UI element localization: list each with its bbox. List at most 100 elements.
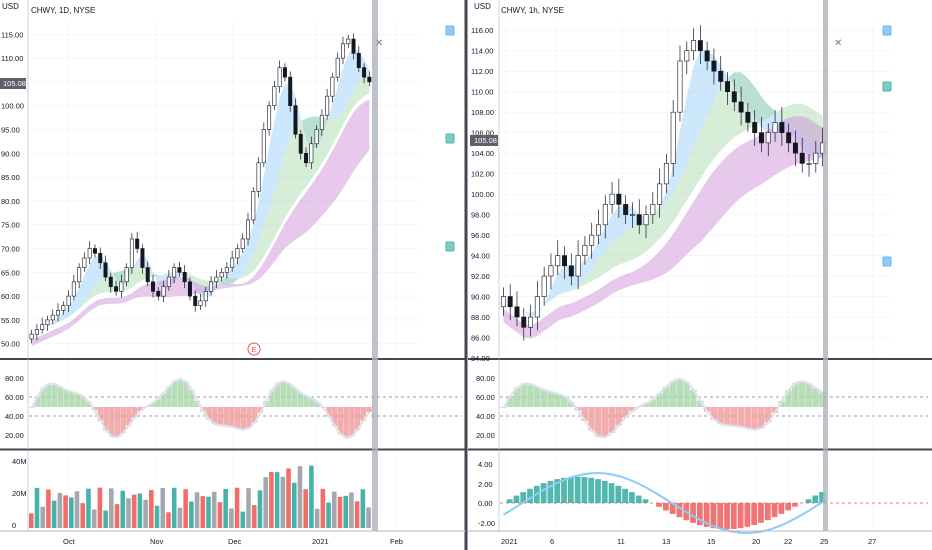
right-osc-bar xyxy=(520,383,527,407)
left-close-icon[interactable]: ✕ xyxy=(375,38,383,49)
right-macd-bar xyxy=(751,503,758,526)
left-osc-bar xyxy=(131,407,138,418)
right-candle-body xyxy=(813,152,819,164)
right-macd-bar xyxy=(506,499,513,503)
right-candle-body xyxy=(507,296,513,308)
right-macd-bar xyxy=(608,483,615,503)
right-osc-bar xyxy=(581,407,588,421)
earnings-marker-icon[interactable] xyxy=(247,342,261,356)
left-candle-body xyxy=(34,329,39,335)
right-candle-body xyxy=(616,193,622,205)
left-volume-bar xyxy=(154,505,160,528)
left-candle-body xyxy=(193,295,198,306)
left-candle-body xyxy=(319,114,324,130)
left-osc-bar xyxy=(217,407,224,426)
left-candle-body xyxy=(277,67,282,87)
right-candle-body xyxy=(670,111,676,164)
right-macd-bar xyxy=(656,503,662,507)
price-tick-label: 55.00 xyxy=(1,316,20,325)
right-candle-body xyxy=(609,193,615,205)
left-time-axis[interactable]: Oct Nov Dec 2021 Feb xyxy=(63,537,403,546)
right-candle-body xyxy=(684,50,690,62)
left-candle-body xyxy=(198,300,203,306)
left-osc-bar xyxy=(183,381,189,407)
right-candle-body xyxy=(514,306,520,318)
price-tick-label: 96.00 xyxy=(471,231,490,240)
left-candle-body xyxy=(293,105,298,135)
right-candle-body xyxy=(623,204,629,215)
right-widget-icon-3[interactable] xyxy=(882,256,892,267)
left-widget-icon-1[interactable] xyxy=(445,25,455,36)
left-candle-body xyxy=(92,248,97,254)
right-macd-bar xyxy=(737,503,744,529)
time-tick-label: Feb xyxy=(390,537,403,546)
right-time-axis[interactable]: 2021 6 11 13 15 20 22 25 27 xyxy=(501,537,876,546)
right-price-axis[interactable]: 116.00 114.00 112.00 110.00 108.00 106.00 104.… xyxy=(471,26,494,363)
left-volume-bar xyxy=(91,509,97,528)
right-symbol-title[interactable]: CHWY, 1h, NYSE xyxy=(501,6,564,15)
left-volume-bar xyxy=(34,487,40,528)
left-candle-body xyxy=(214,276,219,283)
volume-layer xyxy=(29,465,825,535)
left-candle-body xyxy=(151,281,155,292)
right-close-icon[interactable]: ✕ xyxy=(834,38,842,49)
left-widget-icon-2[interactable] xyxy=(445,133,455,144)
right-candle-body xyxy=(792,142,798,154)
right-macd-bar xyxy=(642,499,649,503)
left-candle-body xyxy=(108,276,113,287)
price-tick-label: 115.00 xyxy=(1,30,23,39)
right-macd-bar xyxy=(629,492,635,503)
left-candle-body xyxy=(282,67,287,78)
time-tick-label: Nov xyxy=(150,537,164,546)
right-candle-body xyxy=(738,101,744,113)
left-symbol-title[interactable]: CHWY, 1D, NYSE xyxy=(31,6,95,15)
price-tick-label: 70.00 xyxy=(1,245,20,254)
left-volume-bar xyxy=(291,482,297,528)
axis-tick-label: 20.00 xyxy=(476,431,495,440)
right-osc-bar xyxy=(778,401,785,407)
left-volume-bar xyxy=(143,499,148,528)
right-candle-body xyxy=(711,60,717,72)
left-candle-body xyxy=(187,281,192,297)
right-macd-bar xyxy=(703,503,710,527)
ma-ribbons xyxy=(31,48,823,347)
right-macd-bar xyxy=(520,492,527,503)
left-candle-body xyxy=(40,324,45,330)
right-candle-body xyxy=(718,70,724,82)
right-macd-bar xyxy=(785,503,792,511)
right-widget-icon-1[interactable] xyxy=(882,25,892,36)
left-volume-bar xyxy=(103,510,108,528)
right-candle-body xyxy=(779,122,785,133)
left-volume-bar xyxy=(303,489,308,528)
left-volume-bar xyxy=(166,512,171,528)
time-tick-label: 2021 xyxy=(312,537,329,546)
right-osc-bar xyxy=(717,407,724,424)
left-volume-bar xyxy=(149,489,154,528)
right-price-tag-text: 105.08 xyxy=(474,136,497,145)
left-candle-body xyxy=(61,305,66,311)
price-tick-label: 94.00 xyxy=(471,252,490,261)
left-widget-icon-3[interactable] xyxy=(445,241,455,252)
right-price-tag xyxy=(470,135,498,146)
right-widget-icon-2[interactable] xyxy=(882,81,892,92)
left-candle-body xyxy=(309,143,314,164)
left-volume-bar xyxy=(354,501,360,528)
axis-tick-label: 20M xyxy=(12,489,27,498)
left-volume-bar xyxy=(200,496,206,528)
right-osc-bar xyxy=(751,407,758,430)
right-osc-bar xyxy=(615,407,622,426)
left-volume-bar xyxy=(331,491,337,528)
axis-tick-label: -2.00 xyxy=(478,519,495,528)
right-osc-bar xyxy=(554,393,561,407)
ribbon-slow xyxy=(31,99,370,347)
right-candle-body xyxy=(528,316,534,328)
price-tick-label: 100.00 xyxy=(1,102,24,111)
left-candle-body xyxy=(45,319,50,325)
left-volume-bar xyxy=(240,511,246,528)
right-osc-bar xyxy=(506,396,514,407)
left-price-tag-text: 105.08 xyxy=(3,79,26,88)
left-volume-bar xyxy=(183,489,188,528)
left-osc-bar xyxy=(97,407,104,421)
right-osc-bar xyxy=(764,407,772,423)
